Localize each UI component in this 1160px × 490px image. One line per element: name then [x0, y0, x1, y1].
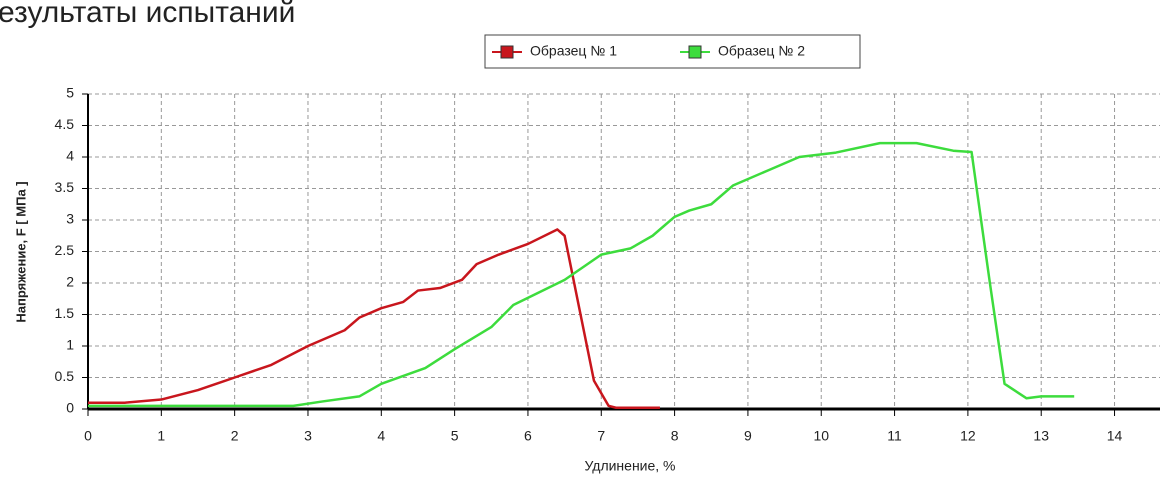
y-tick-label: 3.5	[55, 179, 75, 195]
x-tick-label: 7	[597, 428, 605, 444]
x-tick-label: 13	[1033, 428, 1049, 444]
x-tick-label: 2	[231, 428, 239, 444]
legend-marker	[688, 45, 702, 59]
x-tick-label: 3	[304, 428, 312, 444]
x-tick-label: 8	[671, 428, 679, 444]
x-tick-label: 9	[744, 428, 752, 444]
x-tick-label: 1	[157, 428, 165, 444]
x-tick-label: 4	[377, 428, 385, 444]
x-tick-label: 6	[524, 428, 532, 444]
y-tick-label: 1.5	[55, 305, 75, 321]
y-tick-label: 0.5	[55, 368, 75, 384]
chart-title: езультаты испытаний	[0, 0, 295, 29]
y-tick-label: 2.5	[55, 242, 75, 258]
legend-box	[484, 34, 861, 69]
series-line	[88, 228, 660, 409]
x-axis-label: Удлинение, %	[584, 458, 675, 474]
y-tick-label: 4	[66, 148, 74, 164]
x-tick-label: 12	[960, 428, 976, 444]
x-tick-label: 10	[813, 428, 829, 444]
legend-label: Образец № 1	[530, 43, 617, 59]
series-line	[88, 141, 1075, 408]
x-tick-label: 0	[84, 428, 92, 444]
y-tick-label: 4.5	[55, 116, 75, 132]
x-tick-label: 5	[451, 428, 459, 444]
y-tick-label: 5	[66, 85, 74, 101]
legend-marker	[500, 45, 514, 59]
x-tick-label: 11	[887, 428, 902, 444]
legend-label: Образец № 2	[718, 43, 805, 59]
y-tick-label: 3	[66, 211, 74, 227]
y-axis-label: Напряжение, F [ МПа ]	[13, 181, 28, 322]
x-tick-label: 14	[1107, 428, 1123, 444]
y-tick-label: 0	[66, 400, 74, 416]
y-tick-label: 1	[66, 337, 74, 353]
y-tick-label: 2	[66, 274, 74, 290]
